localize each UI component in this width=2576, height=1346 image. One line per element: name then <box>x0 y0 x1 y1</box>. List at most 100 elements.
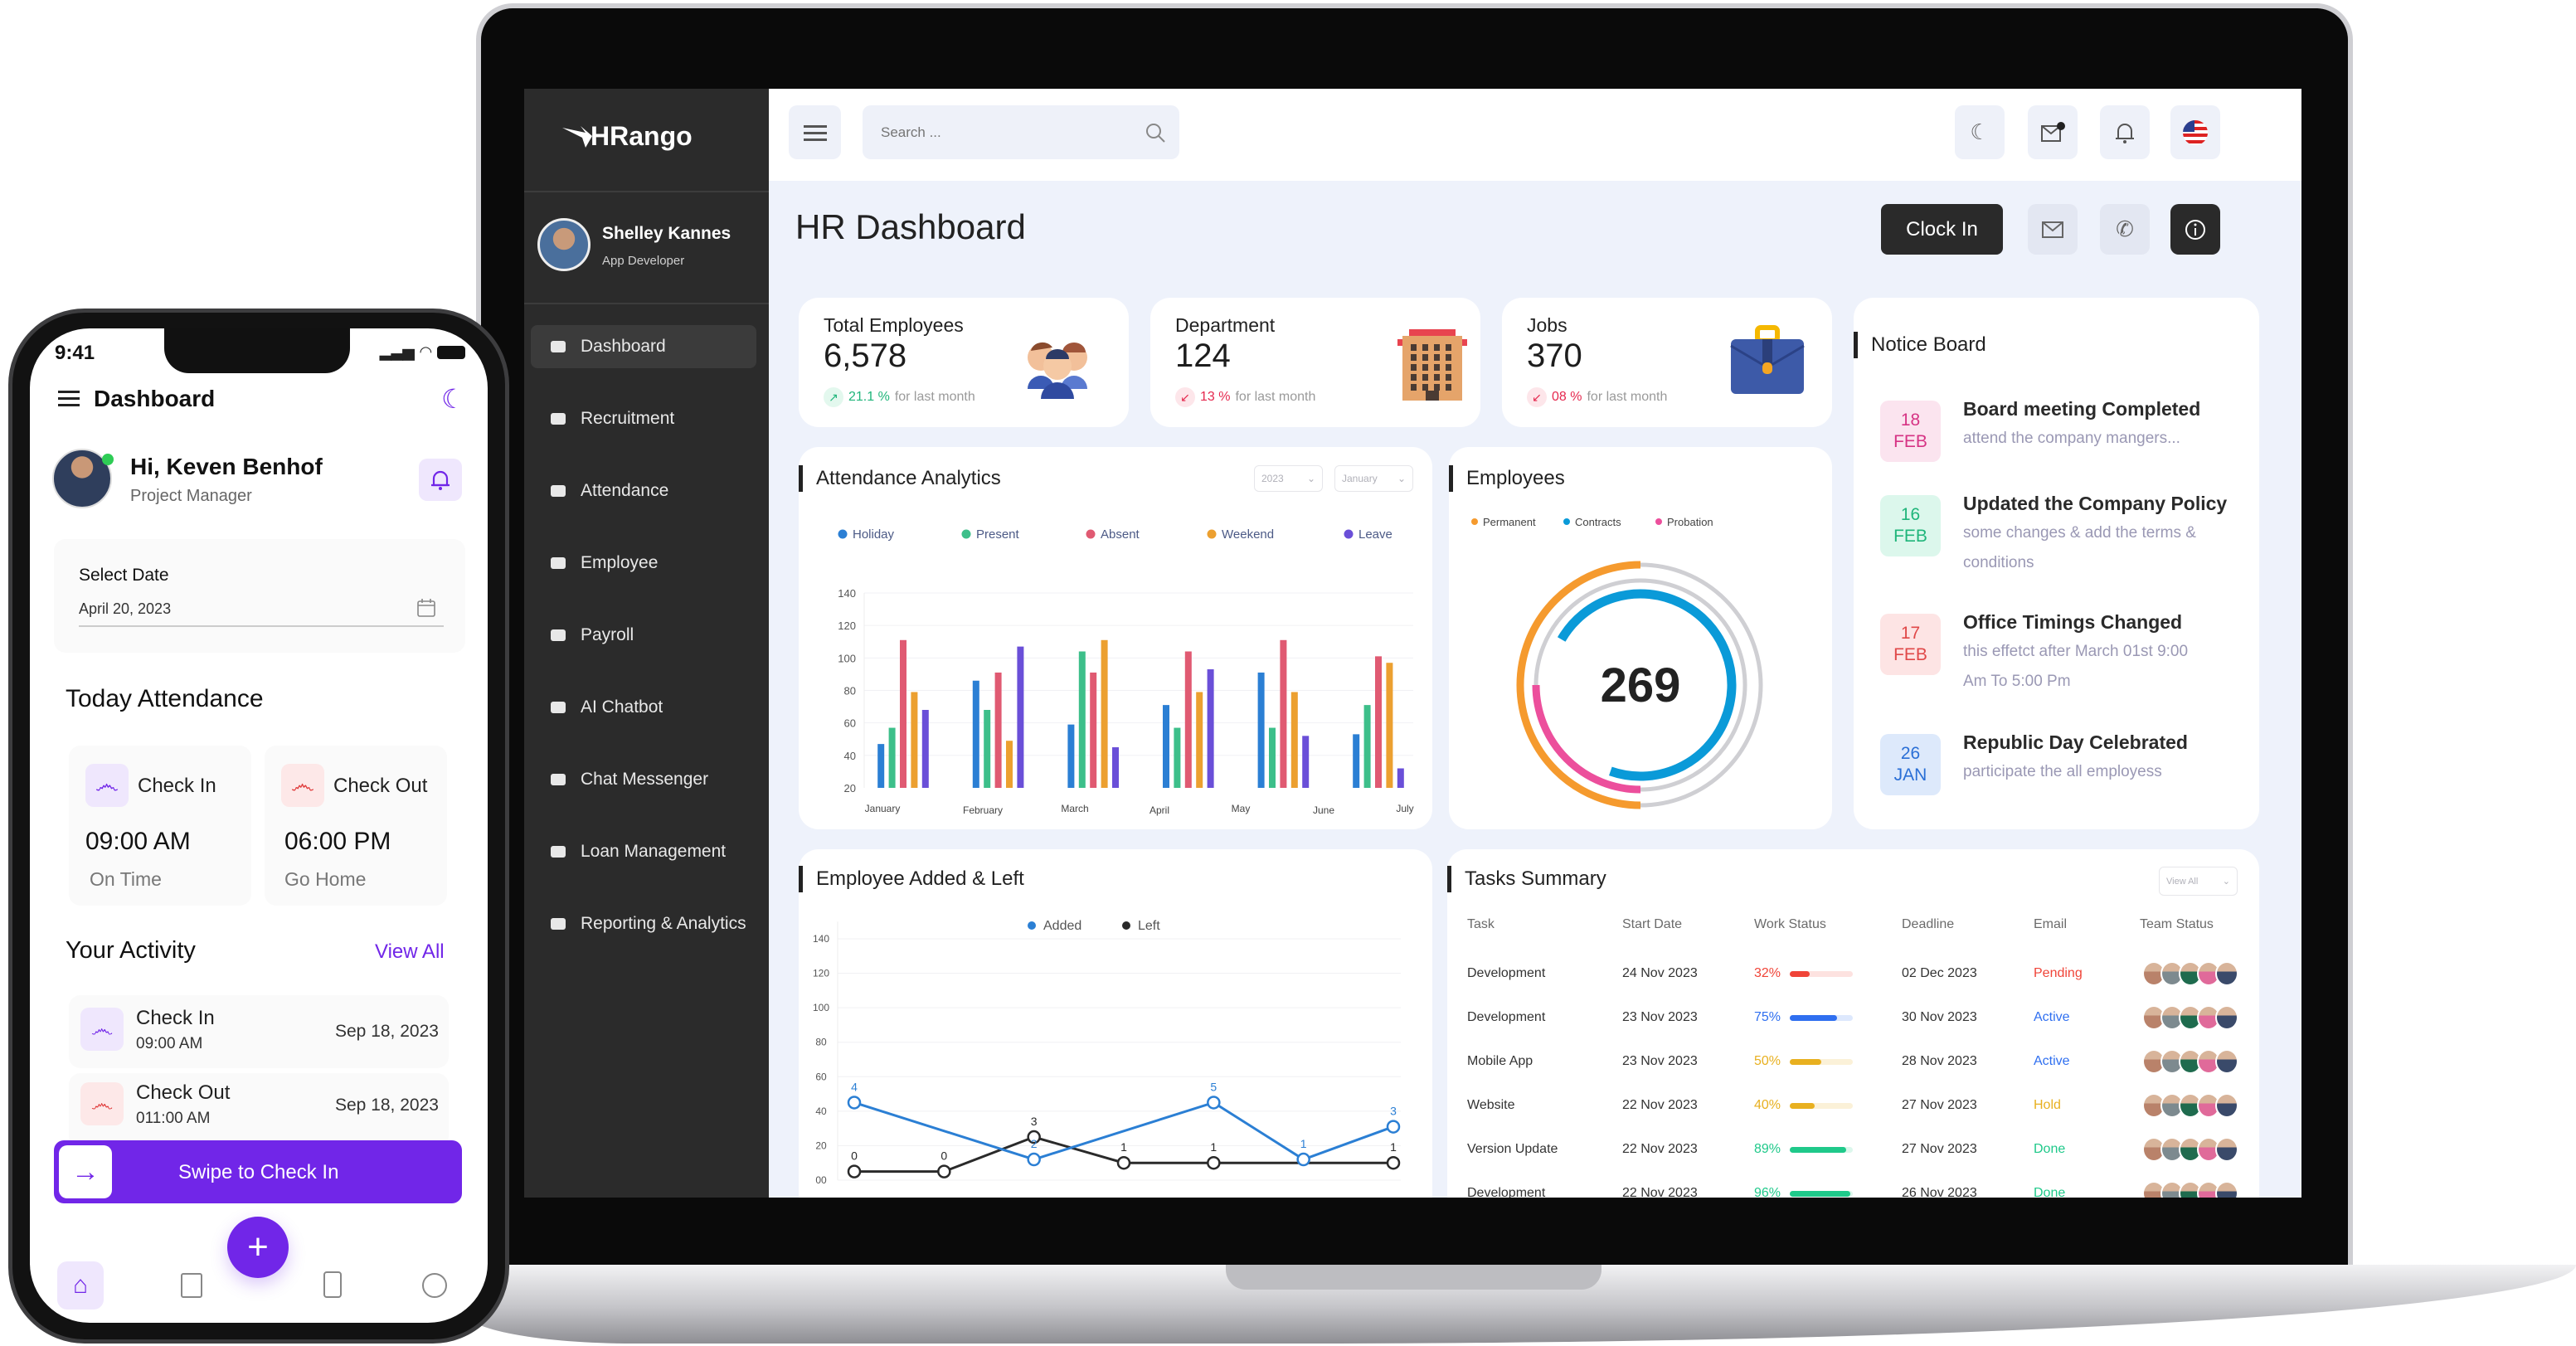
bar-absent[interactable] <box>1184 651 1192 789</box>
donut-arc-probation[interactable] <box>1532 684 1641 794</box>
bar-leave[interactable] <box>1207 669 1214 788</box>
bar-holiday[interactable] <box>972 680 979 788</box>
sidebar-item-recruitment[interactable]: Recruitment <box>531 397 756 440</box>
task-row[interactable] <box>1460 960 2248 993</box>
notice-title[interactable]: Updated the Company Policy <box>1963 493 2228 514</box>
bar-holiday[interactable] <box>1353 734 1360 788</box>
nav-luggage-icon[interactable] <box>323 1271 342 1298</box>
date-input[interactable]: April 20, 2023 <box>79 600 444 627</box>
bar-holiday[interactable] <box>877 744 885 788</box>
swipe-handle-arrow-icon[interactable]: → <box>59 1145 112 1198</box>
data-point-left[interactable] <box>1027 1130 1041 1144</box>
sidebar-avatar[interactable] <box>537 218 591 271</box>
bar-leave[interactable] <box>1017 646 1024 788</box>
info-button[interactable] <box>2170 204 2220 255</box>
sidebar-item-chat-messenger[interactable]: Chat Messenger <box>531 758 756 801</box>
sidebar-item-dashboard[interactable]: Dashboard <box>531 325 756 368</box>
bar-weekend[interactable] <box>1101 639 1108 788</box>
data-point-added[interactable] <box>1207 1096 1221 1110</box>
messages-button[interactable] <box>2028 105 2078 159</box>
bar-weekend[interactable] <box>911 692 918 788</box>
bar-weekend[interactable] <box>1006 741 1013 788</box>
bar-absent[interactable] <box>900 639 906 788</box>
bar-holiday[interactable] <box>1257 672 1265 788</box>
phone-menu-icon[interactable] <box>58 390 80 408</box>
task-row[interactable] <box>1460 1179 2248 1198</box>
data-point-added[interactable] <box>1296 1152 1310 1167</box>
bar-present[interactable] <box>1269 727 1276 788</box>
data-point-added[interactable] <box>1386 1120 1401 1134</box>
sidebar-item-employee[interactable]: Employee <box>531 542 756 585</box>
donut-arc-contracts[interactable] <box>1557 589 1737 781</box>
sidebar-item-reporting-analytics[interactable]: Reporting & Analytics <box>531 902 756 945</box>
data-point-left[interactable] <box>937 1164 951 1178</box>
swipe-to-check-in-button[interactable] <box>54 1140 462 1203</box>
clock-in-button[interactable]: Clock In <box>1881 204 2003 255</box>
stat-card-total-employees[interactable]: Total Employees 6,578 ↗ 21.1 % for last mont… <box>799 298 1129 427</box>
calendar-icon[interactable] <box>417 599 435 617</box>
nav-document-icon[interactable] <box>181 1273 202 1298</box>
logo[interactable]: HRango <box>561 121 693 152</box>
bar-holiday[interactable] <box>1067 724 1075 788</box>
menu-toggle-button[interactable] <box>789 105 841 159</box>
email-button[interactable] <box>2028 204 2078 255</box>
bar-leave[interactable] <box>1302 736 1310 788</box>
team-member-avatar[interactable] <box>2215 1093 2238 1118</box>
activity-item-check-out[interactable] <box>69 1073 449 1148</box>
bar-absent[interactable] <box>994 672 1002 788</box>
bar-present[interactable] <box>1363 705 1371 788</box>
bar-holiday[interactable] <box>1163 705 1169 788</box>
team-member-avatar[interactable] <box>2215 1137 2238 1162</box>
search-input[interactable] <box>881 120 1130 145</box>
activity-item-check-in[interactable] <box>69 995 449 1068</box>
task-row[interactable] <box>1460 1003 2248 1037</box>
year-select[interactable]: 2023 ⌄ <box>1254 465 1323 492</box>
stat-card-department[interactable]: Department 124 ↙ 13 % for last month <box>1150 298 1480 427</box>
notifications-button[interactable] <box>2100 105 2150 159</box>
bar-weekend[interactable] <box>1386 663 1393 788</box>
view-all-link[interactable]: View All <box>375 940 445 963</box>
bar-leave[interactable] <box>1397 768 1404 789</box>
data-point-left[interactable] <box>847 1164 862 1178</box>
nav-home[interactable]: ⌂ <box>57 1261 104 1310</box>
donut-arc-permanent[interactable] <box>1516 561 1641 809</box>
bar-leave[interactable] <box>1112 747 1119 788</box>
sidebar-item-ai-chatbot[interactable]: AI Chatbot <box>531 686 756 729</box>
team-member-avatar[interactable] <box>2215 961 2238 986</box>
team-member-avatar[interactable] <box>2215 1049 2238 1074</box>
phone-moon-icon[interactable]: ☾ <box>441 384 465 414</box>
notice-title[interactable]: Republic Day Celebrated <box>1963 731 2188 753</box>
sidebar-item-loan-management[interactable]: Loan Management <box>531 830 756 873</box>
data-point-added[interactable] <box>1027 1152 1041 1167</box>
bar-leave[interactable] <box>921 710 929 788</box>
team-member-avatar[interactable] <box>2197 1093 2220 1118</box>
team-member-avatar[interactable] <box>2215 1005 2238 1030</box>
data-point-left[interactable] <box>1207 1155 1221 1170</box>
phone-notification-button[interactable] <box>419 459 462 501</box>
team-member-avatar[interactable] <box>2179 1005 2202 1030</box>
sidebar-item-attendance[interactable]: Attendance <box>531 469 756 513</box>
bar-present[interactable] <box>984 710 991 788</box>
sidebar-item-payroll[interactable]: Payroll <box>531 614 756 657</box>
bar-present[interactable] <box>1078 651 1086 789</box>
task-row[interactable] <box>1460 1135 2248 1169</box>
bar-absent[interactable] <box>1375 656 1382 788</box>
call-button[interactable]: ✆ <box>2100 204 2150 255</box>
nav-profile-icon[interactable] <box>422 1273 447 1298</box>
add-fab-button[interactable]: + <box>227 1217 289 1278</box>
bar-weekend[interactable] <box>1290 692 1298 788</box>
bar-present[interactable] <box>888 727 896 788</box>
bar-present[interactable] <box>1174 727 1181 788</box>
notice-title[interactable]: Board meeting Completed <box>1963 398 2201 420</box>
data-point-added[interactable] <box>847 1096 862 1110</box>
task-row[interactable] <box>1460 1047 2248 1081</box>
stat-card-jobs[interactable]: Jobs 370 ↙ 08 % for last month <box>1502 298 1832 427</box>
search-bar[interactable] <box>863 105 1179 159</box>
data-point-left[interactable] <box>1386 1155 1401 1170</box>
month-select[interactable]: January ⌄ <box>1334 465 1413 492</box>
bar-absent[interactable] <box>1280 639 1287 788</box>
data-point-left[interactable] <box>1116 1155 1131 1170</box>
notice-title[interactable]: Office Timings Changed <box>1963 611 2183 633</box>
task-row[interactable] <box>1460 1091 2248 1125</box>
dark-mode-button[interactable]: ☾ <box>1955 105 2005 159</box>
